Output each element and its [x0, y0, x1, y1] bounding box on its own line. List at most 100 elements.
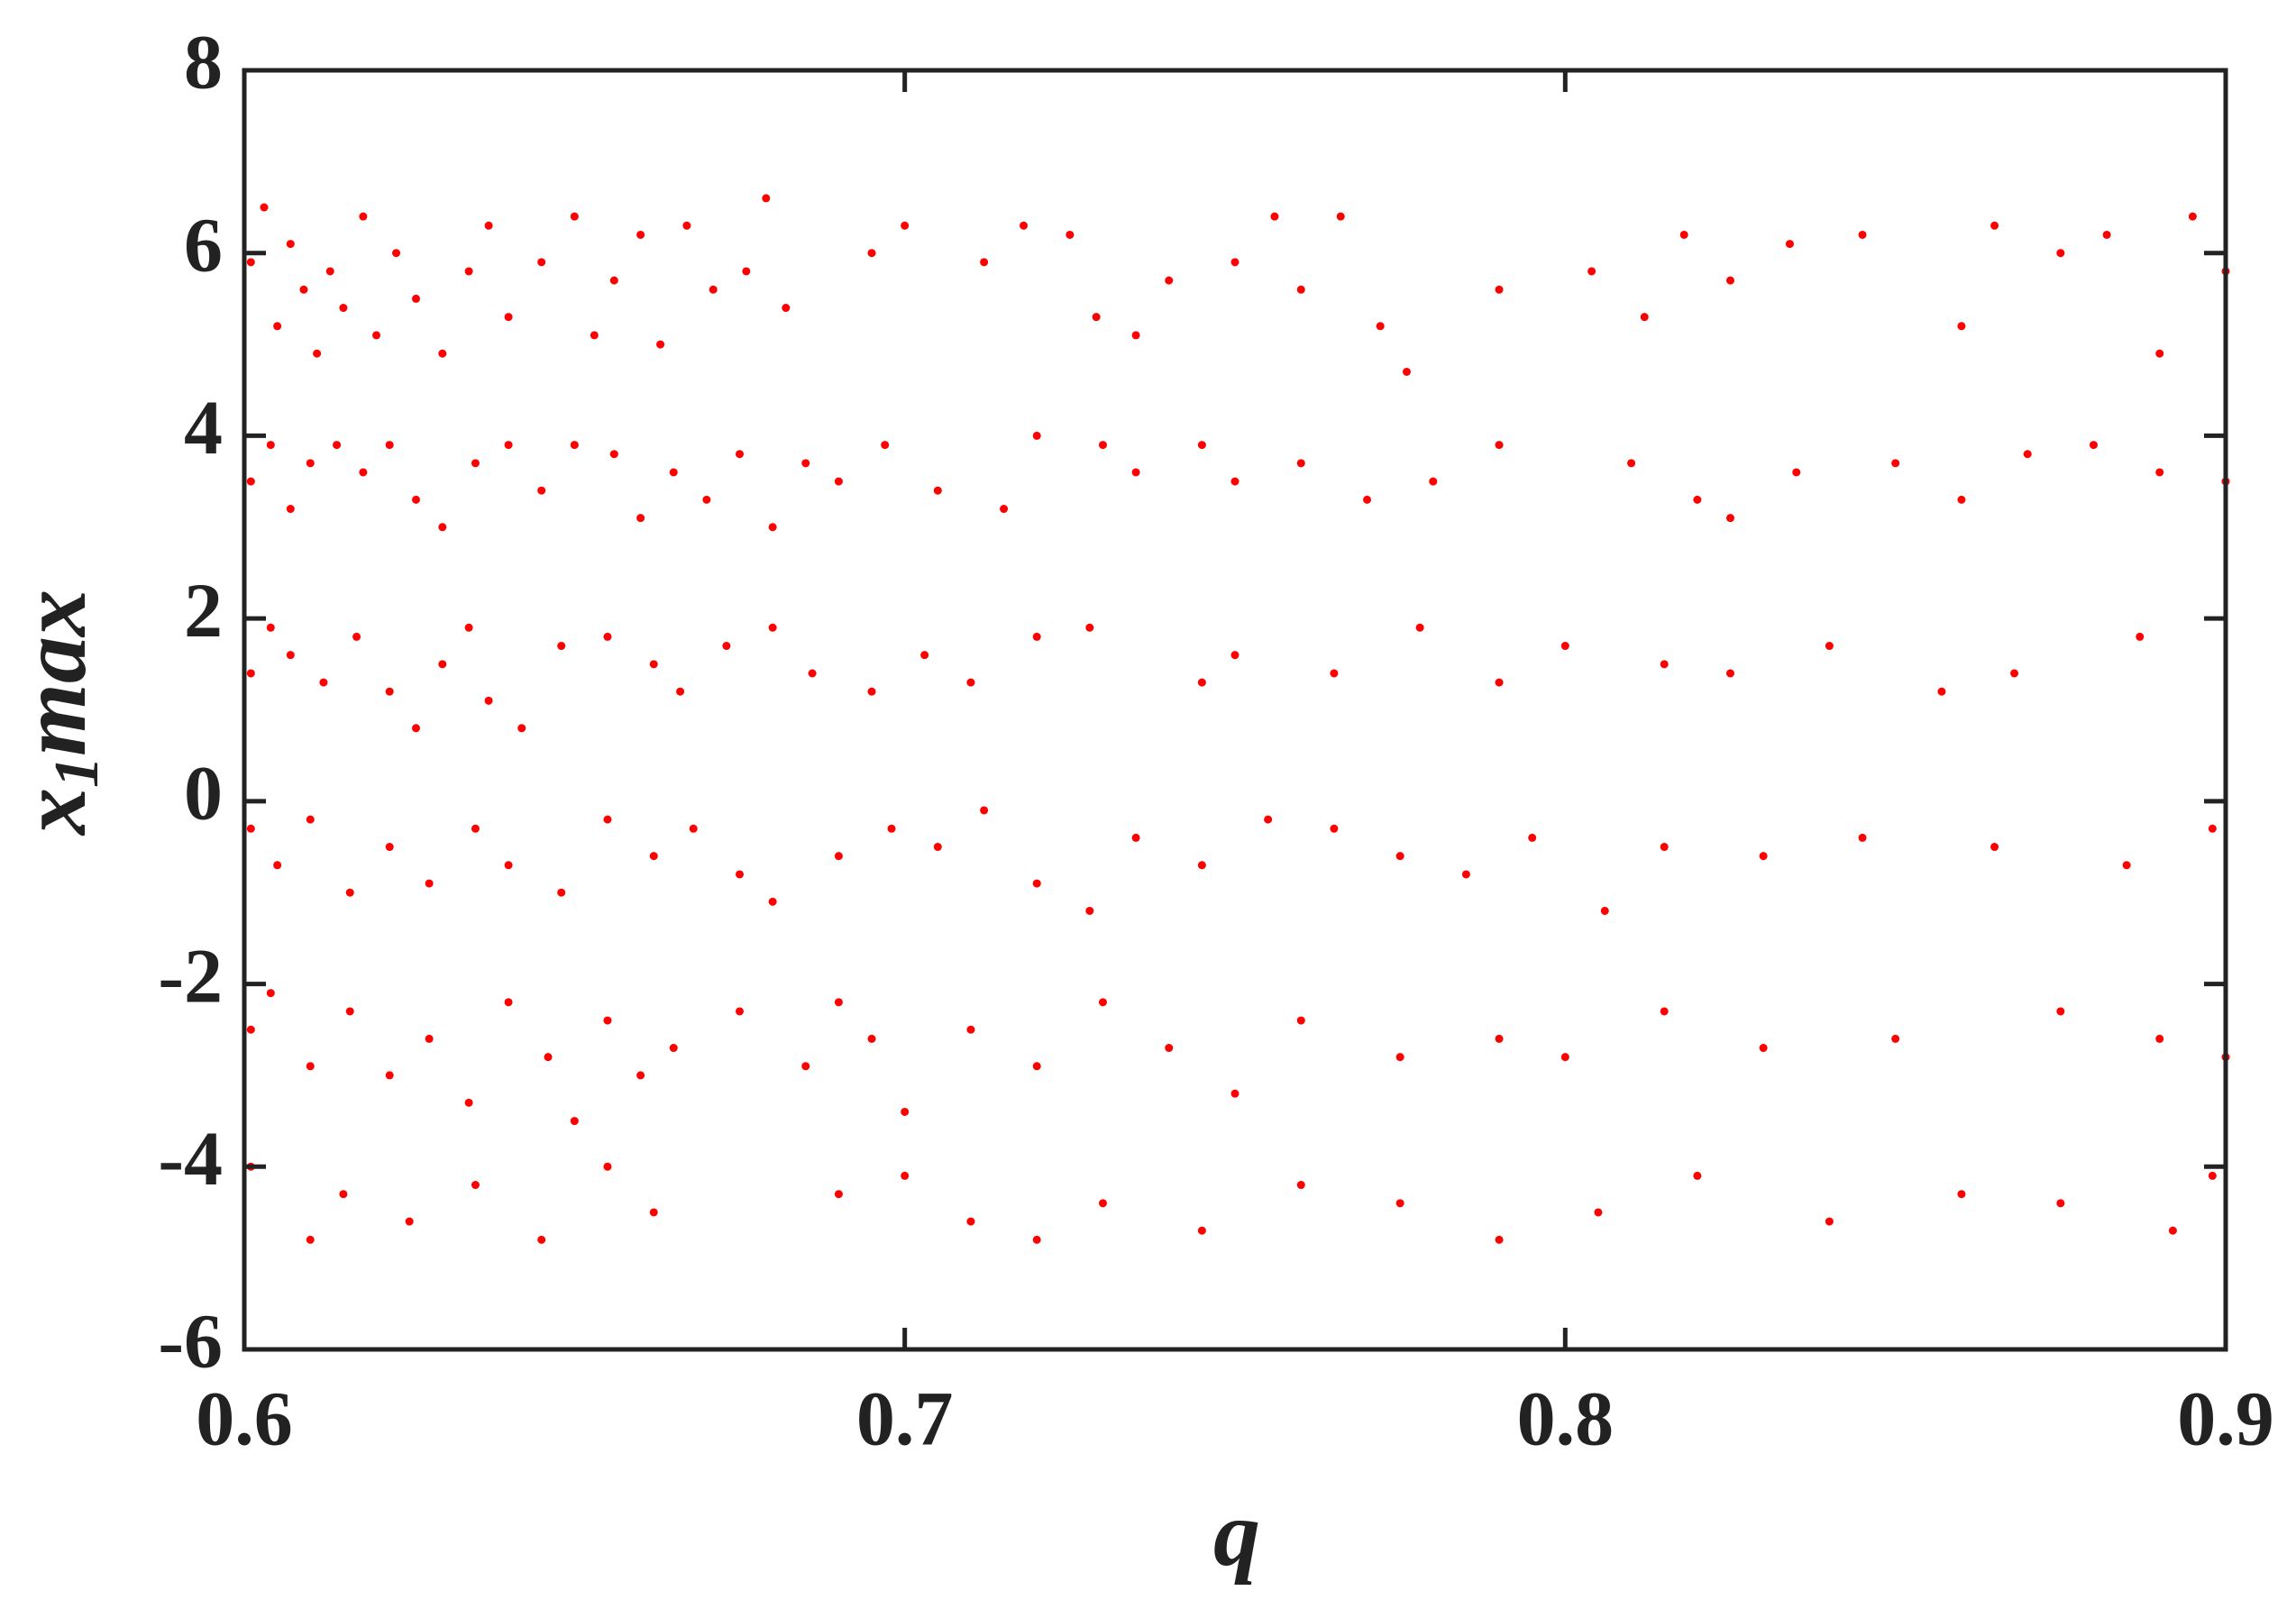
data-point	[2208, 1171, 2217, 1180]
y-tick-label: 8	[184, 19, 223, 105]
data-point	[1020, 221, 1029, 230]
data-point	[762, 194, 771, 203]
data-point	[299, 285, 308, 294]
data-point	[603, 1016, 612, 1025]
x-tick-label: 0.9	[2177, 1376, 2274, 1462]
data-point	[570, 441, 579, 450]
data-point	[2089, 441, 2098, 450]
y-tick-label: -2	[158, 932, 223, 1019]
data-point	[808, 669, 817, 678]
data-point	[544, 1053, 553, 1062]
data-point	[286, 240, 295, 249]
y-axis-label: x1max	[2, 590, 112, 836]
data-point	[1230, 477, 1239, 486]
data-point	[1693, 495, 1702, 504]
data-point	[266, 441, 275, 450]
data-point	[2188, 212, 2197, 221]
data-point	[1495, 678, 1504, 687]
data-point	[471, 459, 480, 468]
data-point	[609, 276, 618, 285]
data-point	[1726, 669, 1734, 678]
data-point	[1098, 1199, 1107, 1208]
data-point	[1627, 459, 1636, 468]
data-point	[359, 212, 368, 221]
data-point	[339, 1190, 348, 1199]
data-point	[1032, 632, 1041, 641]
data-point	[1395, 1199, 1404, 1208]
data-point	[1825, 1217, 1834, 1226]
data-point	[1495, 1034, 1504, 1043]
data-point	[464, 1098, 473, 1107]
x-tick-label: 0.6	[196, 1376, 293, 1462]
data-point	[920, 651, 929, 660]
data-point	[1085, 623, 1094, 632]
data-point	[1600, 906, 1609, 915]
data-point	[1640, 313, 1649, 322]
data-point	[980, 806, 989, 815]
data-point	[980, 258, 989, 267]
data-point	[557, 642, 566, 651]
data-point	[425, 879, 434, 888]
data-point	[1858, 230, 1867, 239]
plot-frame	[242, 68, 2228, 1352]
data-point	[1495, 441, 1504, 450]
x-tick-label: 0.7	[856, 1376, 954, 1462]
y-tick-label: -4	[158, 1115, 223, 1202]
data-point	[1560, 1053, 1569, 1062]
data-point	[2056, 249, 2065, 258]
data-point	[385, 843, 394, 852]
data-point	[933, 843, 942, 852]
data-point	[682, 221, 691, 230]
data-point	[471, 1181, 480, 1190]
data-point	[1990, 221, 1999, 230]
data-point	[504, 441, 513, 450]
data-point	[2155, 468, 2164, 477]
data-point	[471, 824, 480, 833]
data-point	[1085, 906, 1094, 915]
data-point	[867, 249, 876, 258]
data-point	[1402, 367, 1411, 376]
data-point	[411, 495, 420, 504]
data-point	[1296, 1181, 1305, 1190]
data-point	[669, 1044, 678, 1053]
y-tick-label: 0	[184, 750, 223, 836]
data-point	[1165, 1044, 1174, 1053]
data-point	[1330, 669, 1339, 678]
data-point	[1937, 687, 1946, 696]
data-point	[1660, 660, 1669, 669]
data-point	[722, 642, 731, 651]
data-point	[2056, 1007, 2065, 1016]
data-point	[504, 861, 513, 870]
data-point	[1330, 824, 1339, 833]
y-tick-label: 2	[184, 567, 223, 654]
data-point	[1792, 468, 1801, 477]
data-point	[1891, 459, 1900, 468]
data-point	[966, 1025, 975, 1034]
data-point	[2208, 824, 2217, 833]
data-point	[1032, 1062, 1041, 1071]
data-point	[405, 1217, 414, 1226]
data-point	[246, 258, 255, 267]
data-point	[260, 203, 269, 212]
data-point	[2155, 1034, 2164, 1043]
data-point	[266, 989, 275, 998]
data-point	[438, 660, 447, 669]
data-point	[1495, 1235, 1504, 1244]
data-point	[1395, 1053, 1404, 1062]
data-point	[1296, 459, 1305, 468]
data-point	[901, 221, 910, 230]
data-point	[881, 441, 890, 450]
data-point	[901, 1107, 910, 1116]
data-point	[1131, 468, 1140, 477]
data-point	[1264, 815, 1273, 824]
data-point	[603, 632, 612, 641]
data-point	[782, 304, 791, 313]
data-point	[1197, 861, 1206, 870]
data-point	[484, 221, 493, 230]
data-point	[689, 824, 698, 833]
data-point	[1660, 1007, 1669, 1016]
data-point	[636, 1071, 645, 1080]
data-point	[1230, 651, 1239, 660]
data-point	[2023, 450, 2032, 459]
